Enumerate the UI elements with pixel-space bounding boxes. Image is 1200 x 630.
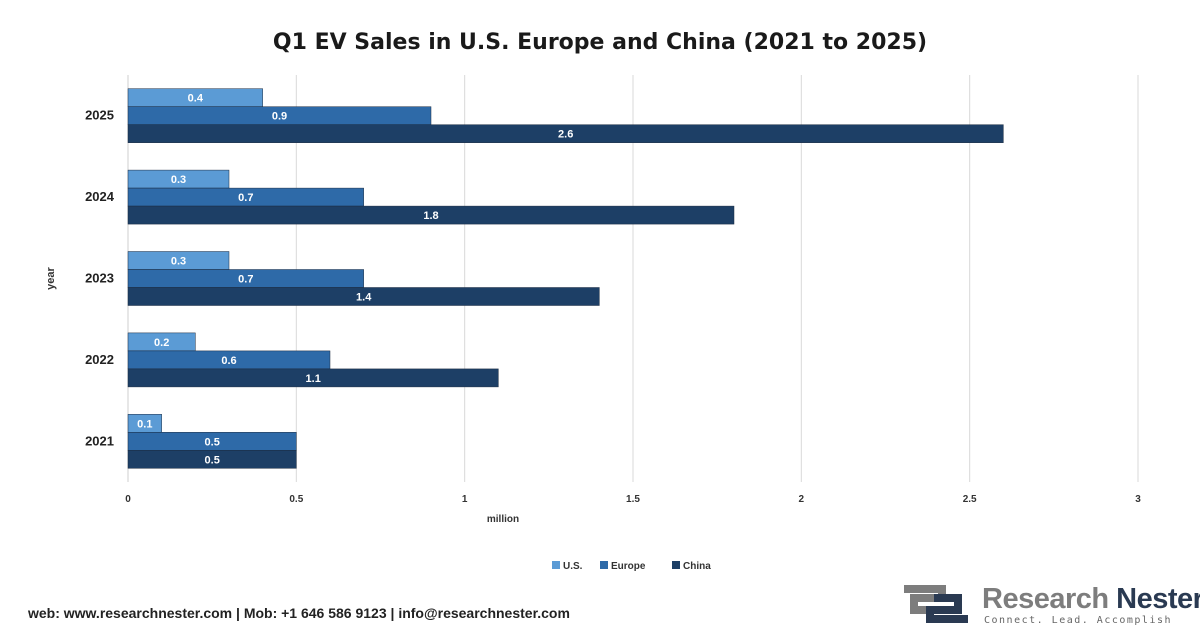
y-axis-title: year	[45, 266, 57, 289]
y-tick-label: 2023	[85, 271, 114, 286]
data-label: 2.6	[558, 129, 573, 141]
data-label: 0.9	[272, 111, 287, 123]
bar-2021-China	[127, 450, 297, 469]
research-nester-logo: Research Nester Connect. Lead. Accomplis…	[900, 583, 1200, 628]
y-tick-label: 2021	[85, 433, 114, 448]
y-tick-label: 2024	[85, 189, 115, 204]
data-label: 0.3	[171, 174, 186, 186]
x-tick-label: 2.5	[963, 494, 977, 505]
x-tick-label: 2	[799, 494, 805, 505]
legend-swatch-China	[672, 561, 680, 569]
legend-label: China	[683, 561, 711, 572]
chart-title: Q1 EV Sales in U.S. Europe and China (20…	[272, 30, 928, 55]
x-tick-label: 1.5	[626, 494, 640, 505]
legend-swatch-Europe	[600, 561, 608, 569]
x-tick-label: 0	[125, 494, 131, 505]
y-tick-label: 2025	[85, 108, 114, 123]
data-label: 0.5	[205, 454, 220, 466]
data-label: 0.7	[238, 274, 253, 286]
brand-tagline: Connect. Lead. Accomplish	[984, 615, 1173, 626]
legend-label: Europe	[611, 561, 646, 572]
x-tick-label: 1	[462, 494, 468, 505]
data-label: 0.7	[238, 192, 253, 204]
data-label: 0.4	[188, 93, 204, 105]
logo-mark-icon	[904, 585, 968, 623]
x-tick-label: 0.5	[289, 494, 303, 505]
data-label: 1.8	[423, 210, 438, 222]
bar-2024-China	[127, 205, 735, 225]
data-label: 0.3	[171, 256, 186, 268]
data-label: 0.6	[221, 355, 236, 367]
bar-2023-China	[127, 287, 600, 306]
data-label: 1.4	[356, 292, 372, 304]
data-label: 1.1	[306, 373, 321, 385]
data-label: 0.2	[154, 337, 169, 349]
data-label: 0.5	[205, 436, 220, 448]
footer-contact: web: www.researchnester.com | Mob: +1 64…	[28, 605, 570, 621]
brand-name: Research Nester	[982, 583, 1200, 615]
y-tick-label: 2022	[85, 352, 114, 367]
legend-swatch-U.S.	[552, 561, 560, 569]
x-axis-title: million	[487, 514, 519, 525]
bar-2022-China	[127, 368, 499, 388]
x-tick-label: 3	[1135, 494, 1141, 505]
legend-label: U.S.	[563, 561, 583, 572]
data-label: 0.1	[137, 418, 152, 430]
bar-2025-China	[127, 124, 1004, 143]
